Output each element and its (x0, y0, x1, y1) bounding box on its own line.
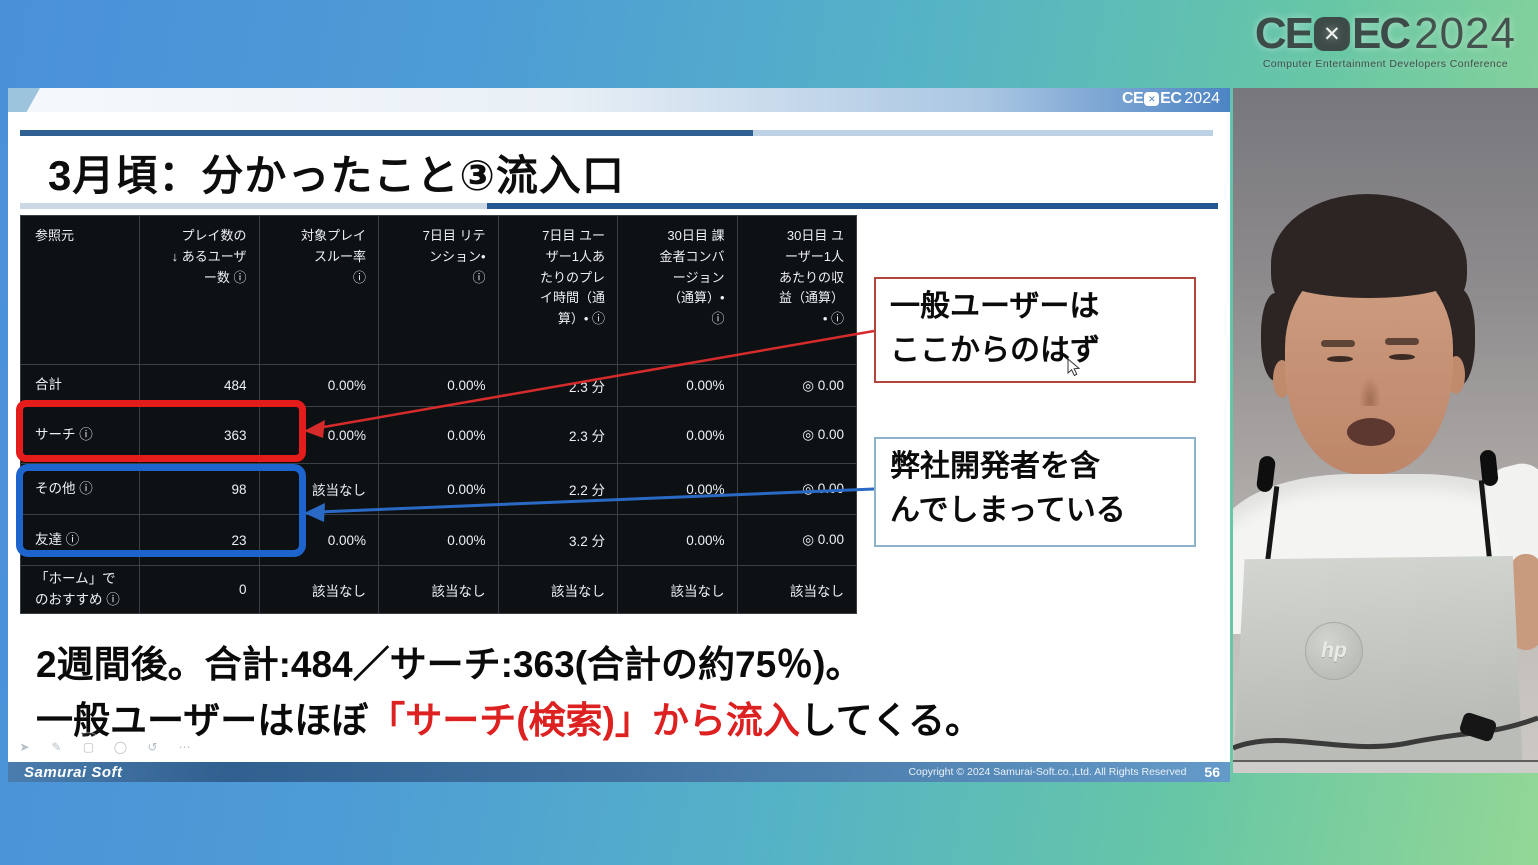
strip-accent-shape (8, 88, 40, 112)
table-cell: 2.3 分 (498, 407, 617, 463)
table-cell: その他 ⓘ (21, 464, 139, 514)
presenter-mouth (1347, 418, 1395, 446)
cedec-logo-prefix: CE (1254, 9, 1314, 58)
summary-line1: 2週間後。合計:484／サーチ:363(合計の約75％)。 (36, 644, 863, 685)
table-cell: 0.00% (379, 464, 498, 514)
mouse-cursor (1066, 357, 1081, 383)
table-cell: 0.00% (259, 365, 378, 406)
table-cell: 「ホーム」で のおすすめ ⓘ (21, 566, 139, 613)
table-cell: 該当なし (259, 464, 378, 514)
more-icon[interactable]: ⋯ (170, 732, 199, 761)
summary-line2-red: 「サーチ(検索)」から流入 (368, 699, 800, 741)
table-cell: 該当なし (498, 566, 617, 613)
table-cell: サーチ ⓘ (21, 407, 139, 463)
pointer-icon[interactable]: ➤ (10, 732, 39, 761)
cedec-x-icon: ✕ (1313, 17, 1350, 51)
table-cell: 0.00% (259, 515, 378, 565)
cedec-banner-logo: CE ✕ EC 2024 Computer Entertainment Deve… (1255, 12, 1516, 71)
table-cell: 0.00% (618, 515, 737, 565)
cedec-logo-text: CE ✕ EC 2024 (1255, 12, 1516, 56)
title-rule-top (20, 130, 1213, 136)
summary-line2-end: してくる。 (799, 699, 982, 741)
presenter-video: hp (1233, 88, 1538, 773)
table-cell: 0.00% (259, 407, 378, 463)
slide-header-strip: CE ✕ EC 2024 (8, 88, 1230, 112)
table-cell: ◎ 0.00 (737, 365, 856, 406)
presenter-eye-right (1389, 354, 1415, 360)
table-cell: 該当なし (737, 566, 856, 613)
stream-annotation-toolbar: ➤ ✎ ▢ ◯ ↺ ⋯ (10, 732, 199, 761)
table-cell: 2.2 分 (498, 464, 617, 514)
undo-icon[interactable]: ↺ (138, 732, 167, 761)
copyright-text: Copyright © 2024 Samurai-Soft.co.,Ltd. A… (908, 766, 1187, 778)
shape-icon[interactable]: ▢ (74, 732, 103, 761)
circle-icon[interactable]: ◯ (106, 732, 135, 761)
table-cell: 0 (140, 566, 259, 613)
table-cell: 該当なし (259, 566, 378, 613)
title-rule-bottom (20, 203, 1218, 209)
slide-logo-x-icon: ✕ (1144, 92, 1160, 106)
callout-general-users: 一般ユーザーは ここからのはず (874, 277, 1196, 383)
table-cell: ◎ 0.00 (737, 515, 856, 565)
slide-cedec-logo: CE ✕ EC 2024 (1122, 90, 1220, 108)
table-cell: 合計 (21, 365, 139, 406)
table-cell: ◎ 0.00 (737, 464, 856, 514)
microphone-right-icon (1479, 449, 1499, 487)
column-header-d30-revenue: 30日目 ユ ーザー1人 あたりの収 益（通算） • ⓘ (737, 216, 856, 364)
table-cell: 0.00% (618, 407, 737, 463)
presenter-fringe (1281, 238, 1457, 298)
presenter-brow-left (1321, 340, 1355, 347)
summary-line2: 一般ユーザーはほぼ「サーチ(検索)」から流入してくる。 (36, 693, 982, 749)
presenter-eye-left (1327, 356, 1353, 362)
cedec-logo-suffix: EC (1351, 9, 1411, 58)
table-cell: 0.00% (618, 464, 737, 514)
cedec-logo-year: 2024 (1414, 9, 1516, 58)
table-cell: 98 (140, 464, 259, 514)
cedec-tagline: Computer Entertainment Developers Confer… (1262, 58, 1509, 70)
column-header-playthrough: 対象プレイ スルー率 ⓘ (259, 216, 378, 364)
table-cell: 0.00% (379, 365, 498, 406)
hp-logo: hp (1305, 622, 1363, 680)
column-header-d7-retention: 7日目 リテ ンション• ⓘ (379, 216, 498, 364)
column-header-d30-conversion: 30日目 課 金者コンバ ージョン （通算）• ⓘ (618, 216, 737, 364)
table-cell: 0.00% (618, 365, 737, 406)
presenter-nose (1359, 376, 1381, 406)
table-cell: 23 (140, 515, 259, 565)
page-title: 3月頃：分かったこと③流入口 (48, 152, 625, 199)
slide-logo-year: 2024 (1184, 90, 1220, 107)
page-number: 56 (1204, 764, 1220, 780)
slide-logo-suffix: EC (1160, 90, 1182, 107)
summary-text: 2週間後。合計:484／サーチ:363(合計の約75％)。 一般ユーザーはほぼ「… (36, 637, 982, 748)
samurai-soft-logo: Samurai Soft (24, 763, 123, 781)
table-cell: 該当なし (379, 566, 498, 613)
pen-icon[interactable]: ✎ (42, 732, 71, 761)
table-cell: 3.2 分 (498, 515, 617, 565)
table-cell: ◎ 0.00 (737, 407, 856, 463)
presenter-brow-right (1385, 338, 1419, 345)
column-header-users: プレイ数の ↓ あるユーザ ー数 ⓘ (140, 216, 259, 364)
table-cell: 0.00% (379, 407, 498, 463)
analytics-table: 参照元 プレイ数の ↓ あるユーザ ー数 ⓘ 対象プレイ スルー率 ⓘ 7日目 … (20, 215, 857, 614)
presentation-slide: CE ✕ EC 2024 3月頃：分かったこと③流入口 参照元 プレイ数の ↓ … (8, 88, 1230, 782)
column-header-d7-playtime: 7日目 ユー ザー1人あ たりのプレ イ時間（通 算）• ⓘ (498, 216, 617, 364)
table-cell: 0.00% (379, 515, 498, 565)
table-cell: 2.3 分 (498, 365, 617, 406)
slide-footer: Samurai Soft Copyright © 2024 Samurai-So… (8, 762, 1230, 782)
table-cell: 友達 ⓘ (21, 515, 139, 565)
hp-laptop: hp (1233, 556, 1523, 773)
table-cell: 該当なし (618, 566, 737, 613)
column-header-source: 参照元 (21, 216, 139, 364)
callout-internal-devs: 弊社開発者を含 んでしまっている (874, 437, 1196, 547)
table-cell: 484 (140, 365, 259, 406)
desk-edge (1233, 760, 1538, 773)
hp-logo-text: hp (1321, 639, 1347, 662)
table-cell: 363 (140, 407, 259, 463)
slide-logo-prefix: CE (1121, 90, 1144, 107)
